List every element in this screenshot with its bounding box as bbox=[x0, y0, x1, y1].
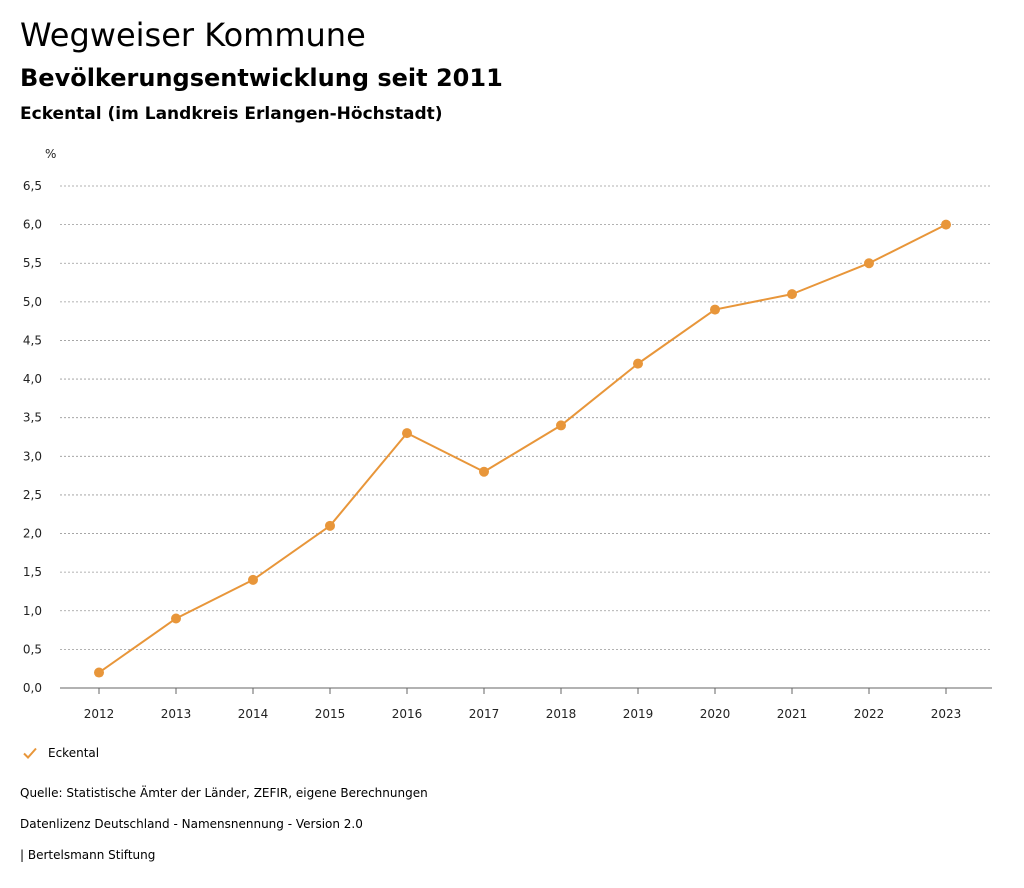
y-tick-label: 6,5 bbox=[23, 179, 42, 193]
y-tick-label: 4,5 bbox=[23, 333, 42, 347]
page-title: Wegweiser Kommune bbox=[20, 16, 366, 54]
data-point[interactable] bbox=[864, 258, 874, 269]
data-point[interactable] bbox=[171, 613, 181, 624]
y-tick-label: 1,0 bbox=[23, 604, 42, 618]
x-tick-label: 2016 bbox=[392, 707, 423, 721]
x-tick-label: 2013 bbox=[161, 707, 192, 721]
data-point[interactable] bbox=[94, 667, 104, 678]
grid-layer bbox=[60, 185, 992, 689]
data-point[interactable] bbox=[633, 358, 643, 369]
publisher-note: | Bertelsmann Stiftung bbox=[20, 848, 156, 862]
x-tick-label: 2023 bbox=[931, 707, 962, 721]
data-point[interactable] bbox=[710, 304, 720, 315]
check-icon bbox=[23, 747, 37, 759]
y-tick-labels: 0,0 0,5 1,0 1,5 2,0 2,5 3,0 3,5 4,0 4,5 5,0 5,5 6,0 6… bbox=[23, 179, 42, 695]
y-tick-label: 2,5 bbox=[23, 488, 42, 502]
y-tick-label: 5,5 bbox=[23, 256, 42, 270]
y-tick-label: 2,0 bbox=[23, 527, 42, 541]
y-tick-label: 0,0 bbox=[23, 681, 42, 695]
source-note: Quelle: Statistische Ämter der Länder, Z… bbox=[20, 786, 428, 800]
x-tick-label: 2018 bbox=[546, 707, 577, 721]
x-tick-label: 2022 bbox=[854, 707, 885, 721]
x-tick-label: 2021 bbox=[777, 707, 808, 721]
x-tick-label: 2019 bbox=[623, 707, 654, 721]
data-point[interactable] bbox=[787, 289, 797, 300]
x-axis: 2012 2013 2014 2015 2016 2017 2018 2019 2020 2021… bbox=[60, 687, 992, 721]
x-tick-label: 2020 bbox=[700, 707, 731, 721]
y-tick-label: 5,0 bbox=[23, 295, 42, 309]
region-label: Eckental (im Landkreis Erlangen-Höchstad… bbox=[20, 104, 443, 124]
x-tick-label: 2015 bbox=[315, 707, 346, 721]
data-point[interactable] bbox=[556, 420, 566, 431]
x-tick-label: 2012 bbox=[84, 707, 115, 721]
data-point[interactable] bbox=[402, 428, 412, 439]
y-tick-label: 3,0 bbox=[23, 449, 42, 463]
y-tick-label: 4,0 bbox=[23, 372, 42, 386]
data-point[interactable] bbox=[325, 520, 335, 531]
series-layer bbox=[94, 219, 951, 678]
series-line-eckental bbox=[98, 223, 947, 674]
data-point[interactable] bbox=[248, 574, 258, 585]
chart-subtitle: Bevölkerungsentwicklung seit 2011 bbox=[20, 64, 503, 92]
legend-label-eckental: Eckental bbox=[48, 746, 100, 760]
x-tick-label: 2014 bbox=[238, 707, 269, 721]
legend[interactable]: Eckental bbox=[22, 745, 99, 761]
x-tick-label: 2017 bbox=[469, 707, 500, 721]
data-point[interactable] bbox=[479, 466, 489, 477]
license-note: Datenlizenz Deutschland - Namensnennung … bbox=[20, 817, 363, 831]
y-tick-label: 0,5 bbox=[23, 642, 42, 656]
data-point[interactable] bbox=[941, 219, 951, 230]
line-chart: % 0,0 0,5 1,0 1,5 2,0 2,5 3,0 3,5 4,0 4,5 5,0 5,5 6,… bbox=[23, 147, 992, 721]
y-tick-label: 3,5 bbox=[23, 411, 42, 425]
y-tick-label: 1,5 bbox=[23, 565, 42, 579]
y-axis-unit-label: % bbox=[45, 147, 56, 161]
y-tick-label: 6,0 bbox=[23, 218, 42, 232]
